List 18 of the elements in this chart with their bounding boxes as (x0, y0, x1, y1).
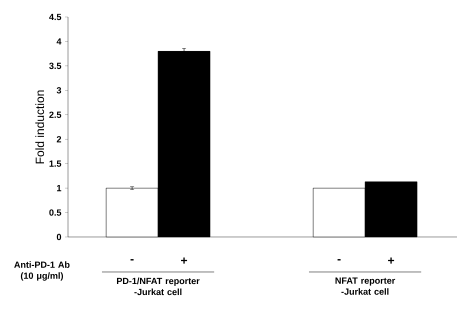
y-tick-label: 2 (56, 136, 62, 142)
text: + (388, 257, 394, 264)
x-tick-label: PD-1/NFAT reporter -Jurkat cell (116, 278, 200, 296)
y-tick-label: 1.5 (50, 160, 62, 167)
series-label: - (130, 259, 134, 260)
y-tick-label: 0 (56, 234, 62, 240)
x-tick-label: NFAT reporter -Jurkat cell (336, 278, 396, 295)
y-tick-label: 0.5 (49, 209, 62, 216)
y-tick-label: 4 (56, 38, 62, 45)
x-axis-title: Anti-PD-1 Ab (10 μg/ml) (14, 261, 70, 281)
text: - (338, 259, 341, 260)
y-tick-label: 1 (57, 185, 62, 192)
y-tick-label: 3.5 (49, 62, 62, 70)
y-tick-label: 2.5 (49, 112, 62, 118)
y-tick-label: 3 (56, 87, 62, 94)
series-label: + (181, 257, 188, 264)
y-axis-title: Fold induction (35, 90, 44, 164)
y-tick-label: 4.5 (49, 14, 62, 20)
